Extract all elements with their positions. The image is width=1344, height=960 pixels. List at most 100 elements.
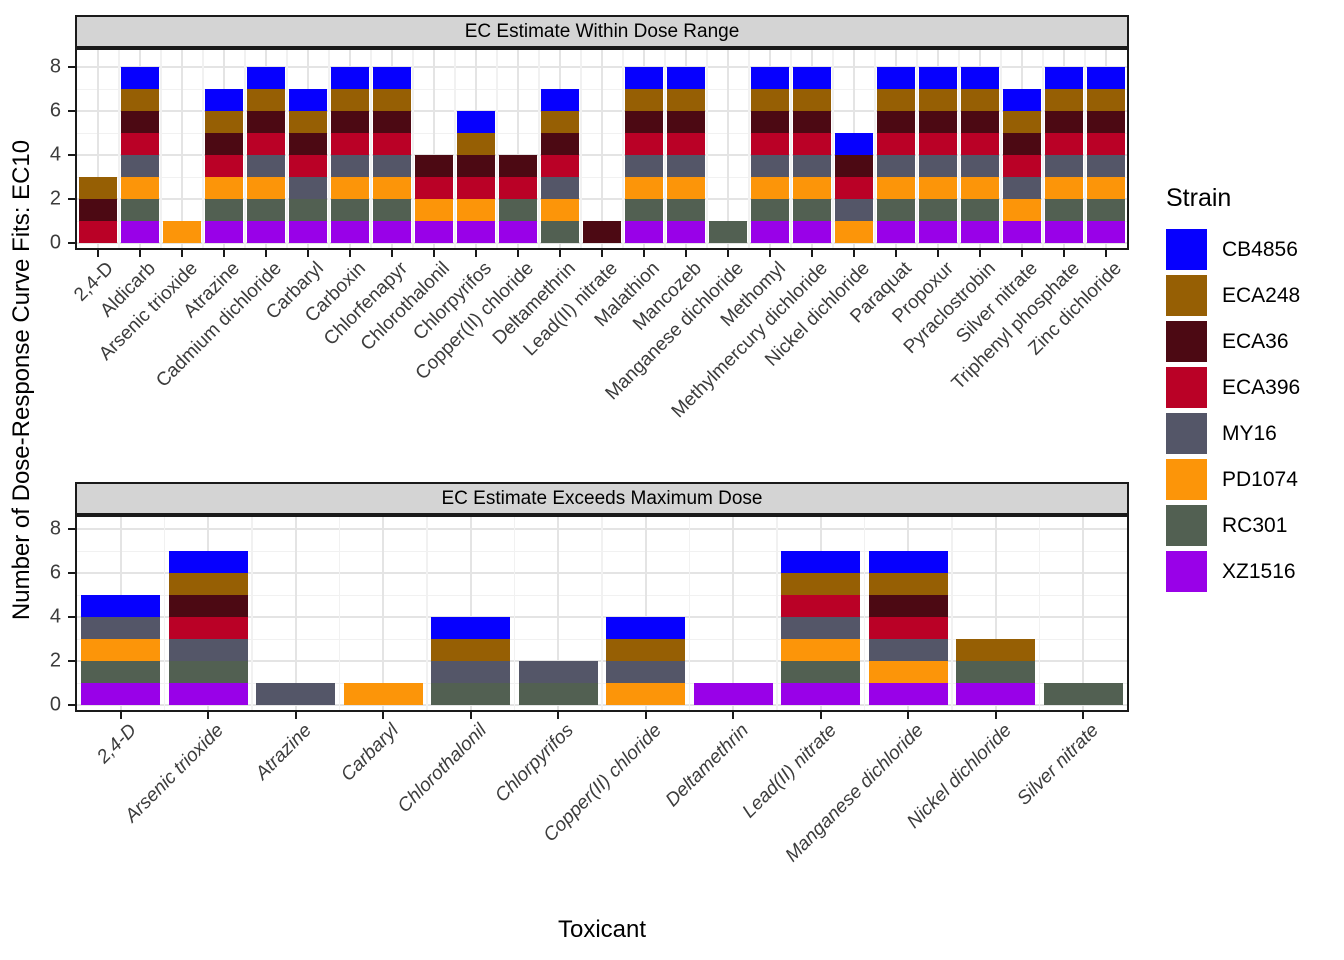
bar-segment-ECA396: [541, 155, 579, 177]
legend-label: ECA36: [1222, 329, 1289, 353]
bar-segment-PD1074: [793, 177, 831, 199]
bar-segment-CB4856: [289, 89, 327, 111]
bar-segment-CB4856: [793, 67, 831, 89]
gridline-minor-vertical: [160, 50, 162, 248]
gridline-minor-vertical: [706, 50, 708, 248]
bar-segment-MY16: [667, 155, 705, 177]
bar-segment-MY16: [961, 155, 999, 177]
y-tick-label: 6: [49, 561, 61, 584]
bar-segment-CB4856: [205, 89, 243, 111]
stacked-bar-Deltamethrin: [693, 683, 773, 705]
bar-segment-RC301: [751, 199, 789, 221]
stacked-bar-Nickel dichloride: [835, 133, 873, 243]
bar-segment-ECA36: [793, 111, 831, 133]
y-axis-tick: [68, 242, 75, 244]
gridline-minor-vertical: [874, 50, 876, 248]
facet-strip-bottom: EC Estimate Exceeds Maximum Dose: [75, 482, 1129, 515]
gridline-major-vertical: [601, 50, 603, 248]
bar-segment-RC301: [289, 199, 327, 221]
y-axis-tick: [68, 528, 75, 530]
gridline-minor-vertical: [601, 517, 603, 710]
bar-segment-XZ1516: [499, 221, 537, 243]
stacked-bar-Cadmium dichloride: [247, 67, 285, 243]
bar-segment-ECA36: [919, 111, 957, 133]
gridline-major-vertical: [97, 50, 99, 248]
bar-segment-PD1074: [247, 177, 285, 199]
stacked-bar-Arsenic trioxide: [168, 551, 248, 705]
bar-segment-ECA36: [625, 111, 663, 133]
x-axis-tick: [119, 712, 122, 719]
stacked-bar-Chlorpyrifos: [457, 111, 495, 243]
x-axis-tick: [994, 712, 997, 719]
bar-segment-CB4856: [457, 111, 495, 133]
gridline-minor-vertical: [538, 50, 540, 248]
bar-segment-ECA248: [606, 639, 686, 661]
gridline-major-vertical: [382, 517, 385, 710]
bar-segment-RC301: [499, 199, 537, 221]
stacked-bar-Nickel dichloride: [956, 639, 1036, 705]
bar-segment-XZ1516: [751, 221, 789, 243]
legend-title: Strain: [1166, 184, 1232, 212]
bar-segment-ECA248: [877, 89, 915, 111]
bar-segment-CB4856: [168, 551, 248, 573]
bar-segment-MY16: [1003, 177, 1041, 199]
stacked-bar-Chlorfenapyr: [373, 67, 411, 243]
bar-segment-ECA396: [667, 133, 705, 155]
bar-segment-RC301: [919, 199, 957, 221]
stacked-bar-Aldicarb: [121, 67, 159, 243]
x-axis-tick: [265, 250, 267, 257]
stacked-bar-Mancozeb: [667, 67, 705, 243]
stacked-bar-Silver nitrate: [1043, 683, 1123, 705]
y-tick-label: 8: [49, 517, 61, 540]
gridline-major-vertical: [1082, 517, 1085, 710]
panel-plot-area: [77, 517, 1127, 710]
stacked-bar-Carbaryl: [289, 89, 327, 243]
bar-segment-ECA36: [415, 155, 453, 177]
bar-segment-XZ1516: [247, 221, 285, 243]
legend-label: MY16: [1222, 421, 1277, 445]
bar-segment-MY16: [331, 155, 369, 177]
y-axis-tick: [68, 616, 75, 618]
y-tick-label: 6: [49, 99, 61, 122]
gridline-minor-vertical: [664, 50, 666, 248]
gridline-minor-vertical: [916, 50, 918, 248]
stacked-bar-Silver nitrate: [1003, 89, 1041, 243]
bar-segment-RC301: [956, 661, 1036, 683]
bar-segment-ECA36: [79, 199, 117, 221]
x-axis-tick: [559, 250, 561, 257]
bar-segment-ECA36: [961, 111, 999, 133]
bar-segment-PD1074: [205, 177, 243, 199]
bar-segment-XZ1516: [781, 683, 861, 705]
x-axis-tick: [1082, 712, 1085, 719]
bar-segment-PD1074: [81, 639, 161, 661]
x-axis-tick: [475, 250, 477, 257]
bar-segment-PD1074: [919, 177, 957, 199]
bar-segment-ECA396: [868, 617, 948, 639]
x-axis-tick: [732, 712, 735, 719]
bar-segment-XZ1516: [1045, 221, 1083, 243]
bar-segment-ECA396: [1045, 133, 1083, 155]
stacked-bar-2,4-D: [81, 595, 161, 705]
bar-segment-CB4856: [961, 67, 999, 89]
x-axis-title: Toxicant: [557, 916, 647, 943]
bar-segment-XZ1516: [121, 221, 159, 243]
gridline-minor-vertical: [863, 517, 866, 710]
bar-segment-RC301: [1043, 683, 1123, 705]
bar-segment-PD1074: [835, 221, 873, 243]
bar-segment-ECA248: [956, 639, 1036, 661]
bar-segment-CB4856: [541, 89, 579, 111]
bar-segment-MY16: [121, 155, 159, 177]
y-tick-label: 4: [49, 143, 61, 166]
stacked-bar-Chlorpyrifos: [518, 661, 598, 705]
x-axis-tick: [382, 712, 385, 719]
y-tick-label: 0: [49, 693, 61, 716]
stacked-bar-Copper(II) chloride: [499, 155, 537, 243]
gridline-minor-vertical: [244, 50, 246, 248]
bar-segment-ECA248: [781, 573, 861, 595]
bar-segment-ECA248: [431, 639, 511, 661]
gridline-minor-vertical: [580, 50, 582, 248]
bar-segment-ECA36: [868, 595, 948, 617]
gridline-minor-vertical: [286, 50, 288, 248]
legend-entry-RC301: RC301: [1166, 505, 1300, 546]
